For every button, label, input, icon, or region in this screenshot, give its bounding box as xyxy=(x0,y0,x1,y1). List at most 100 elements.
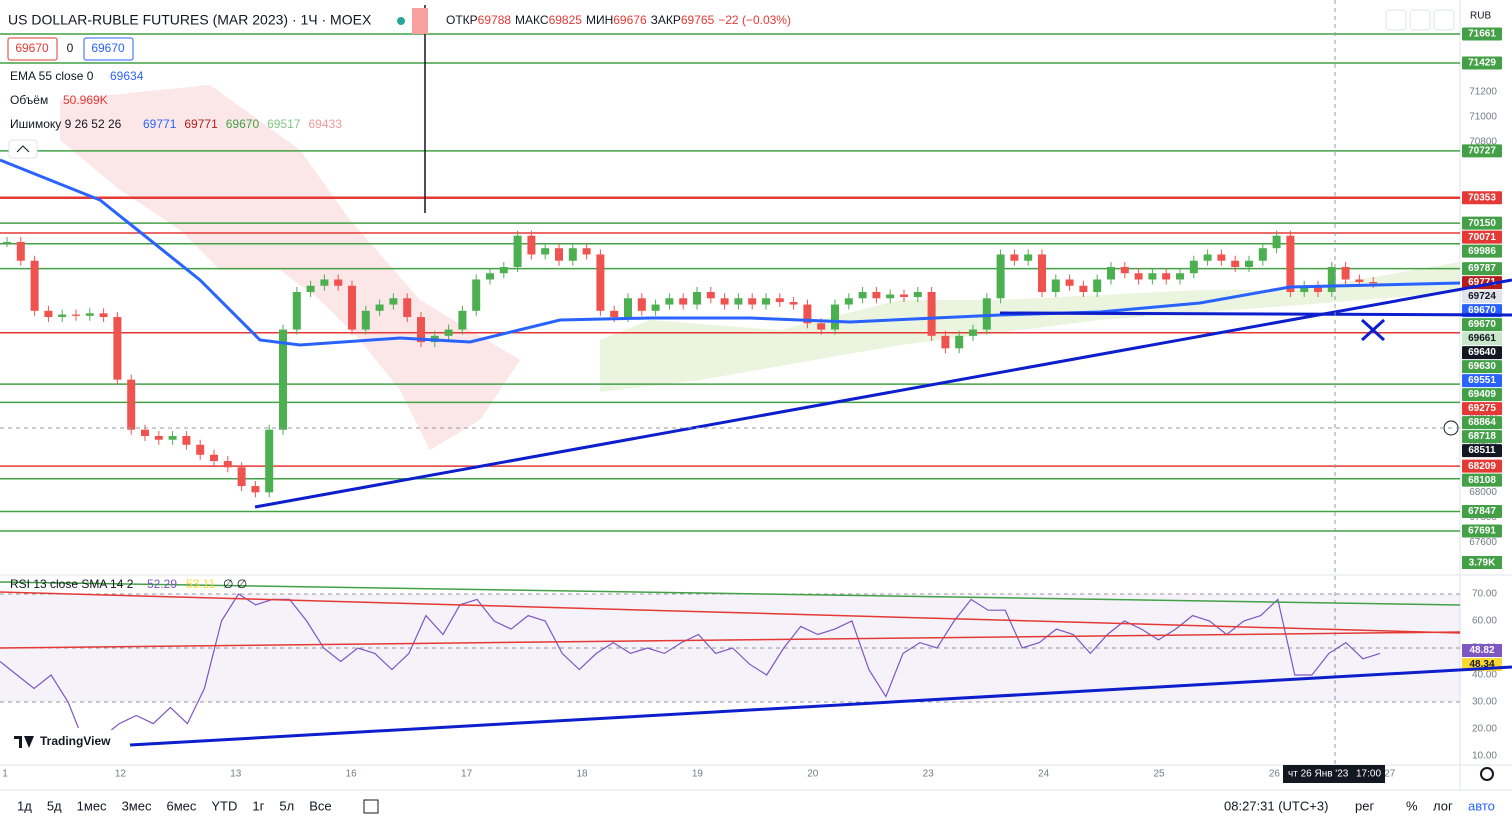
period-button[interactable]: 3мес xyxy=(122,798,152,813)
ema-legend[interactable]: EMA 55 close 0 xyxy=(10,69,94,83)
logo-icon xyxy=(14,736,34,748)
candle xyxy=(568,248,577,261)
ema-value: 69634 xyxy=(110,69,144,83)
candle xyxy=(279,329,287,430)
period-button[interactable]: 1мес xyxy=(77,798,107,813)
clock-button[interactable]: 08:27:31 (UTC+3) xyxy=(1224,798,1328,813)
rsi-trend[interactable] xyxy=(0,631,1461,649)
scale-button[interactable] xyxy=(1433,9,1455,31)
rsi-line xyxy=(0,593,1381,747)
price-badge-label: 69640 xyxy=(1468,347,1496,358)
candle xyxy=(251,486,260,493)
price-badge-label: 69551 xyxy=(1468,375,1496,386)
candle xyxy=(154,435,163,440)
period-button[interactable]: 1г xyxy=(252,798,264,813)
rsi-trend[interactable] xyxy=(129,665,1512,747)
rsi-tick: 30.00 xyxy=(1472,697,1497,708)
period-button[interactable]: 5л xyxy=(279,798,294,813)
candle xyxy=(1038,254,1046,293)
cursor-time: 17:00 xyxy=(1356,769,1381,780)
scale-button[interactable] xyxy=(1409,9,1431,31)
price-badge-label: 69724 xyxy=(1468,291,1496,302)
price-badge-label: 69409 xyxy=(1468,389,1496,400)
ohlc-label: ЗАКР xyxy=(651,13,681,27)
log-button[interactable]: лог xyxy=(1433,798,1453,813)
symbol-title[interactable]: US DOLLAR-RUBLE FUTURES (MAR 2023) · 1Ч … xyxy=(8,12,372,28)
scale-button[interactable] xyxy=(1385,9,1407,31)
price-tick: 68000 xyxy=(1469,487,1497,498)
price-badge-label: 69630 xyxy=(1468,361,1496,372)
candle xyxy=(348,285,356,330)
candle xyxy=(900,294,908,298)
brand[interactable]: TradingView xyxy=(40,734,111,748)
rsi-sma-value: 53.11 xyxy=(186,577,215,591)
settings-icon[interactable] xyxy=(1480,767,1494,781)
spread: 0 xyxy=(67,41,74,55)
ask-box[interactable] xyxy=(83,37,134,61)
candle xyxy=(1134,273,1143,280)
compare-button[interactable] xyxy=(412,8,428,34)
candle xyxy=(499,266,508,274)
period-button[interactable]: 1д xyxy=(17,798,32,813)
candle xyxy=(1258,248,1267,261)
candle xyxy=(1369,281,1378,284)
ichimoku-value: 69433 xyxy=(309,117,343,131)
date-range-button[interactable] xyxy=(363,799,379,814)
price-badge xyxy=(1462,459,1502,473)
bid-box[interactable] xyxy=(7,37,58,61)
session-button[interactable]: рег xyxy=(1355,798,1374,813)
logo-box xyxy=(8,728,112,754)
price-tick: 70800 xyxy=(1469,136,1497,147)
candle xyxy=(1051,279,1060,293)
bid[interactable]: 69670 xyxy=(15,41,49,55)
currency[interactable]: RUB xyxy=(1470,11,1491,22)
rsi-legend[interactable]: RSI 13 close SMA 14 2 xyxy=(10,577,134,591)
candle xyxy=(472,279,481,311)
period-button[interactable]: 6мес xyxy=(166,798,196,813)
candle xyxy=(85,313,94,316)
trend-line[interactable] xyxy=(999,311,1512,317)
auto-button[interactable]: авто xyxy=(1468,798,1495,813)
collapse-button[interactable] xyxy=(8,139,38,159)
rsi-trend[interactable] xyxy=(0,591,1461,634)
candle xyxy=(762,298,770,305)
candle xyxy=(403,298,412,318)
price-badge-label: 67691 xyxy=(1468,526,1496,537)
period-button[interactable]: YTD xyxy=(211,798,237,813)
time-tick: 12 xyxy=(115,769,127,780)
rsi-tick: 70.00 xyxy=(1472,589,1497,600)
collapse-icon xyxy=(16,145,30,153)
ichimoku-legend[interactable]: Ишимоку 9 26 52 26 xyxy=(10,117,122,131)
period-button[interactable]: 5д xyxy=(47,798,62,813)
candle xyxy=(886,294,895,299)
price-badge xyxy=(1462,416,1502,430)
trend-line[interactable] xyxy=(254,278,1512,509)
candle xyxy=(610,310,619,318)
candle xyxy=(1327,266,1336,293)
cross-drawing[interactable] xyxy=(1360,318,1386,342)
candle xyxy=(196,444,205,455)
price-badge xyxy=(1462,332,1502,346)
candle xyxy=(941,335,950,349)
price-badge xyxy=(1462,430,1502,444)
candle xyxy=(1079,285,1088,293)
rsi-value: 52.29 xyxy=(147,577,177,591)
candle xyxy=(182,435,191,445)
percent-button[interactable]: % xyxy=(1406,798,1418,813)
price-badge xyxy=(1462,244,1502,258)
volume-legend[interactable]: Объём xyxy=(10,93,48,107)
price-badge-label: 70071 xyxy=(1468,232,1496,243)
candle xyxy=(527,235,536,255)
price-badge xyxy=(1462,346,1502,360)
period-button[interactable]: Все xyxy=(309,798,331,813)
price-badge-label: 70353 xyxy=(1468,192,1496,203)
candle xyxy=(1189,260,1198,274)
rsi-badge xyxy=(1462,644,1502,657)
ask[interactable]: 69670 xyxy=(91,41,125,55)
rsi-trend[interactable] xyxy=(0,581,1461,606)
price-tick: 67600 xyxy=(1469,537,1497,548)
candle xyxy=(16,241,25,261)
price-badge xyxy=(1462,144,1502,158)
price-badge xyxy=(1462,230,1502,244)
